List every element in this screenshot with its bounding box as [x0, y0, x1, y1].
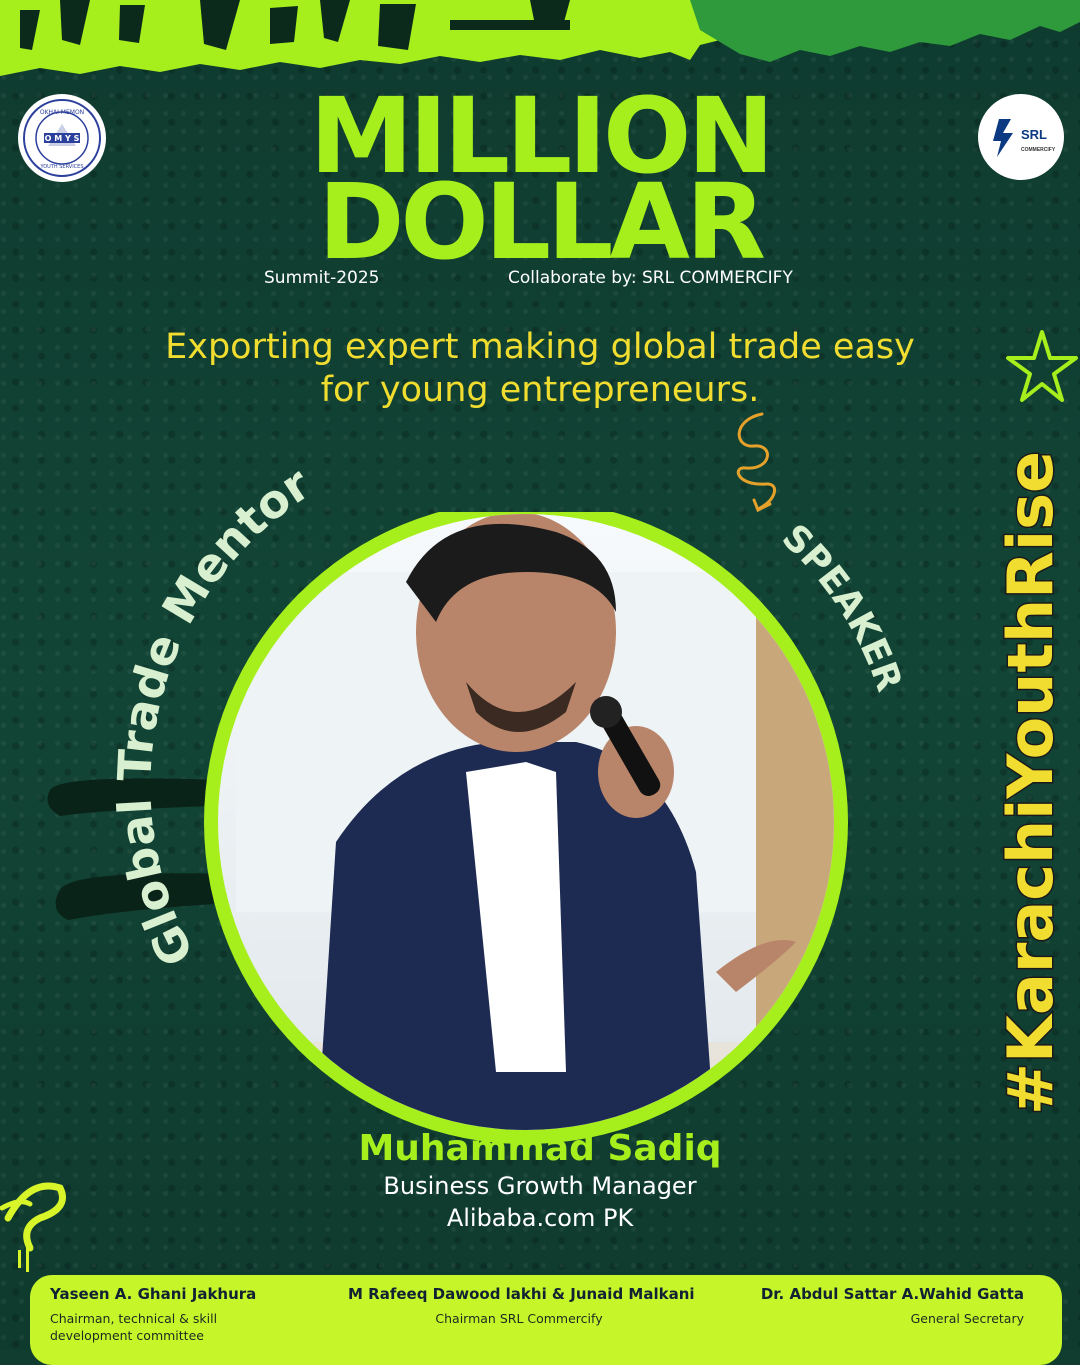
arc-label-left: Global Trade Mentor — [107, 456, 319, 974]
footer-person-2-name: M Rafeeq Dawood lakhi & Junaid Malkani — [348, 1285, 695, 1303]
speaker-photo — [204, 500, 848, 1144]
hashtag-karachi-youth-rise: #KarachiYouthRise — [994, 451, 1067, 1115]
event-edition: Summit-2025 — [264, 268, 380, 288]
footer-person-2-title: Chairman SRL Commercify — [435, 1311, 603, 1326]
brush-stroke-decoration — [47, 778, 233, 920]
spray-doodle-icon — [0, 1182, 66, 1272]
footer-person-1-name: Yaseen A. Ghani Jakhura — [50, 1285, 257, 1303]
footer-person-1-title: Chairman, technical & skill development … — [50, 1311, 218, 1343]
omys-logo-letters: O M Y S — [45, 134, 80, 143]
omys-logo: O M Y S OKHAI MEMON YOUTH SERVICES — [18, 94, 106, 182]
speaker-organization: Alibaba.com PK — [446, 1204, 634, 1232]
tagline-line1: Exporting expert making global trade eas… — [165, 327, 915, 367]
srl-commercify-logo: SRL COMMERCIFY — [978, 94, 1064, 180]
speaker-photo-frame — [196, 500, 866, 1152]
speaker-role: Business Growth Manager — [383, 1172, 697, 1200]
arc-label-right-text: SPEAKER — [774, 517, 910, 697]
srl-logo-brand: SRL — [1021, 127, 1047, 142]
tagline-line2: for young entrepreneurs. — [320, 370, 760, 410]
curly-arrow-icon — [736, 412, 776, 513]
arc-label-right: SPEAKER — [774, 517, 910, 697]
omys-logo-top-text: OKHAI MEMON — [40, 109, 84, 116]
event-title-line2: DOLLAR — [318, 161, 766, 283]
footer-person-3-name: Dr. Abdul Sattar A.Wahid Gatta — [760, 1285, 1024, 1303]
event-title-line1: MILLION — [309, 75, 775, 197]
speaker-name: Muhammad Sadiq — [358, 1128, 722, 1169]
torn-paper-header — [0, 0, 1080, 76]
speaker-tagline: Exporting expert making global trade eas… — [0, 326, 1080, 412]
srl-logo-icon: SRL COMMERCIFY — [993, 119, 1056, 157]
event-collaborator: Collaborate by: SRL COMMERCIFY — [508, 268, 793, 288]
footer-credits: Yaseen A. Ghani Jakhura Chairman, techni… — [30, 1275, 1062, 1365]
star-doodle-icon — [1006, 330, 1078, 402]
srl-logo-sub: COMMERCIFY — [1021, 147, 1056, 153]
arc-label-left-text: Global Trade Mentor — [107, 456, 319, 974]
omys-emblem-icon: O M Y S OKHAI MEMON YOUTH SERVICES — [23, 99, 101, 177]
footer-person-3-title: General Secretary — [910, 1311, 1024, 1326]
omys-logo-bottom-text: YOUTH SERVICES — [39, 164, 83, 170]
